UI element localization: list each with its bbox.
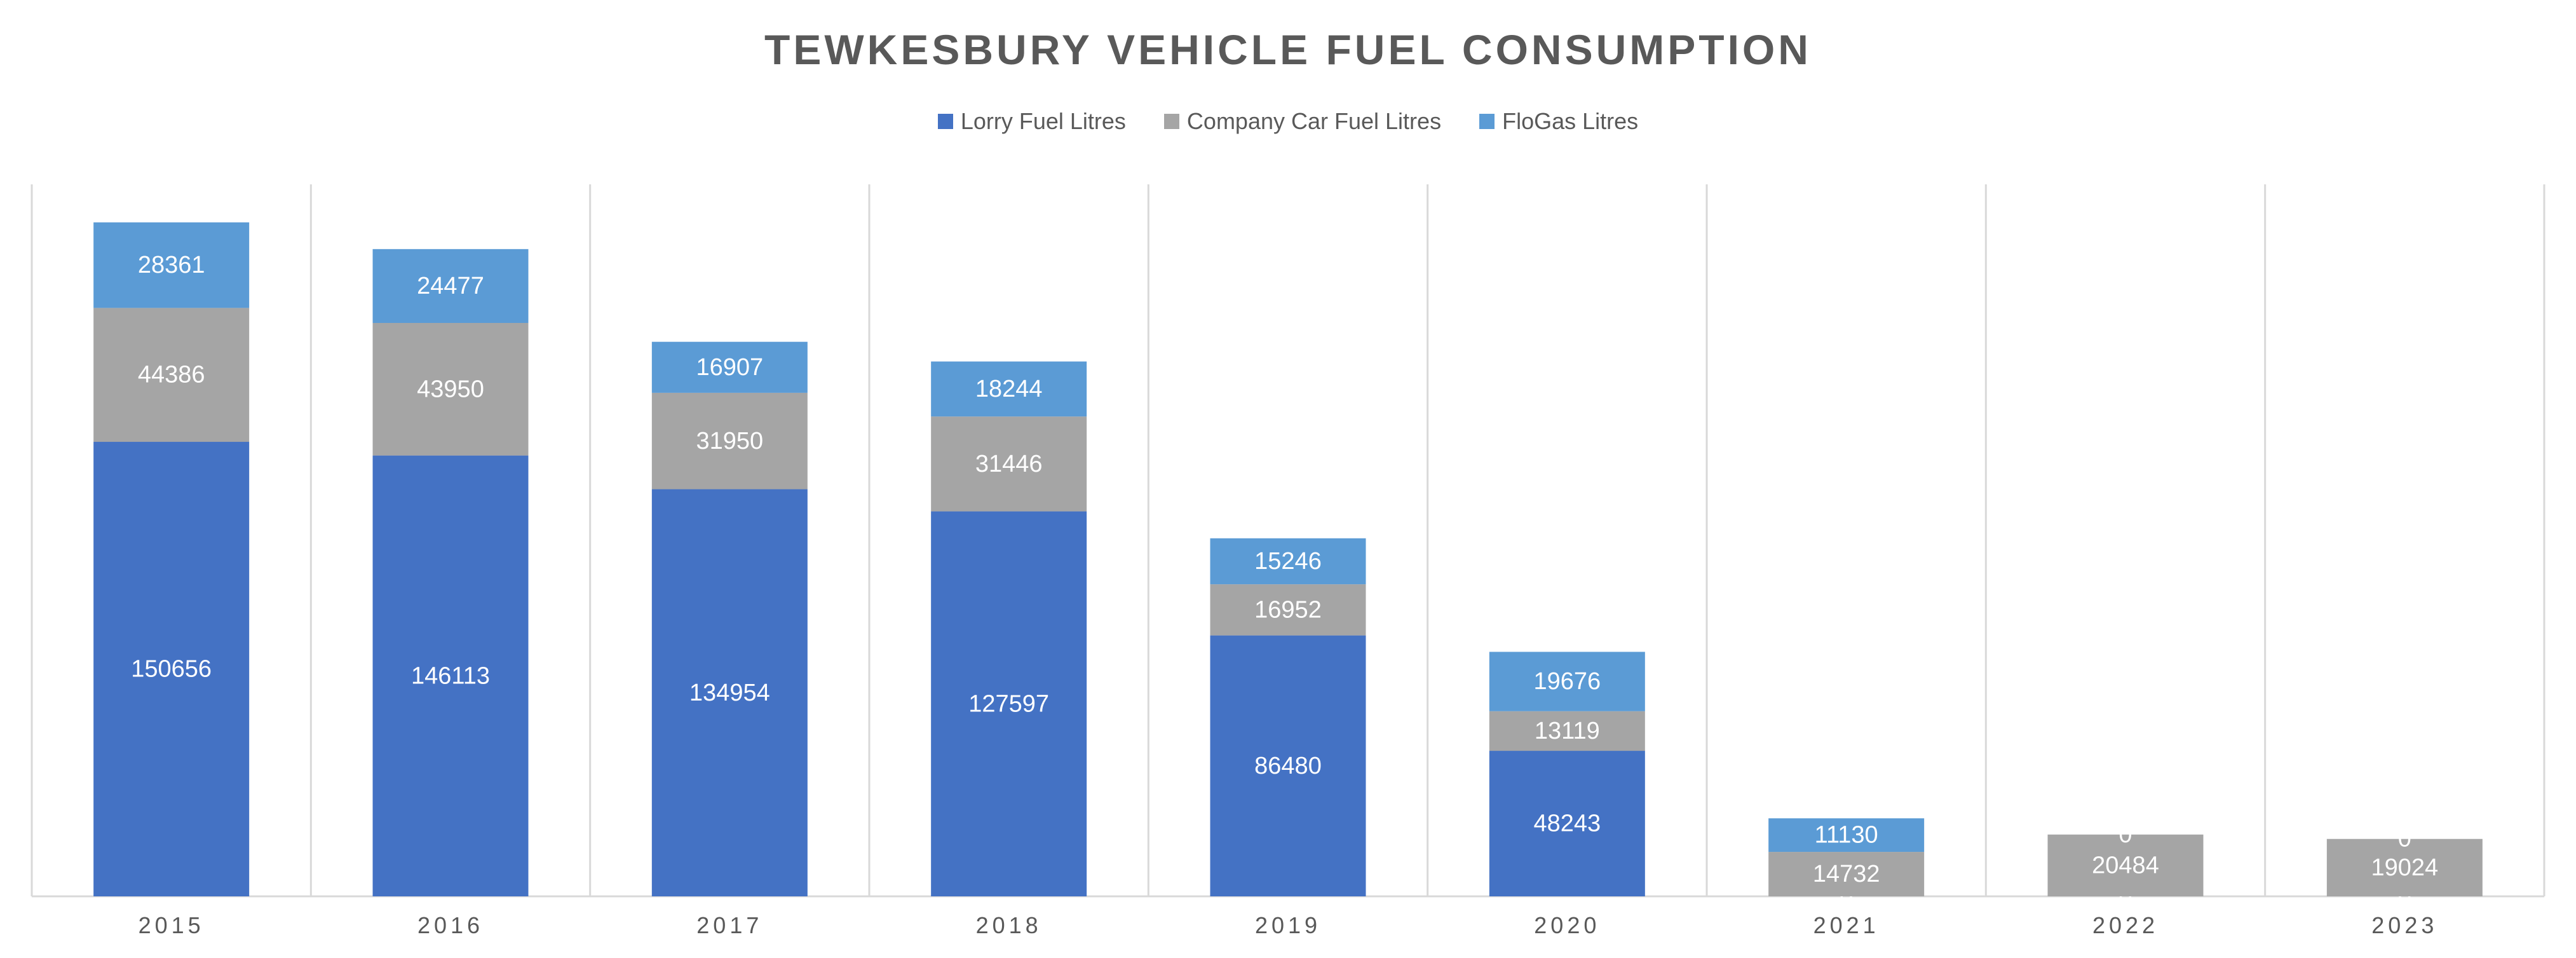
legend-swatch-flogas: [1479, 114, 1495, 129]
bar-flogas-litres-2020: [1489, 652, 1645, 711]
data-label-flogas-litres-2020: 19676: [1533, 668, 1601, 695]
legend-swatch-company-car: [1163, 114, 1179, 129]
bar-flogas-litres-2021: [1768, 818, 1925, 852]
data-label-company-car-fuel-litres-2018: 31446: [975, 451, 1043, 477]
bar-lorry-fuel-litres-2015: [93, 442, 250, 896]
x-tick-2018: 2018: [976, 912, 1042, 938]
legend-swatch-lorry: [937, 114, 953, 129]
chart-title: TEWKESBURY VEHICLE FUEL CONSUMPTION: [764, 26, 1812, 73]
bar-lorry-fuel-litres-2020: [1489, 751, 1645, 896]
data-label-flogas-litres-2019: 15246: [1254, 548, 1322, 575]
bar-company-car-fuel-litres-2015: [93, 308, 250, 442]
data-label-company-car-fuel-litres-2017: 31950: [696, 428, 763, 455]
data-label-company-car-fuel-litres-2015: 44386: [138, 362, 205, 388]
bar-company-car-fuel-litres-2018: [931, 416, 1087, 512]
bar-company-car-fuel-litres-2023: [2326, 838, 2483, 896]
data-label-lorry-fuel-litres-2019: 86480: [1254, 753, 1322, 779]
data-label-lorry-fuel-litres-2016: 146113: [411, 662, 490, 689]
x-tick-2020: 2020: [1534, 912, 1600, 938]
data-label-flogas-litres-2021: 11130: [1815, 822, 1878, 849]
bar-lorry-fuel-litres-2016: [372, 455, 529, 896]
bar-lorry-fuel-litres-2019: [1210, 635, 1366, 896]
data-label-company-car-fuel-litres-2020: 13119: [1535, 718, 1600, 744]
data-label-company-car-fuel-litres-2016: 43950: [417, 376, 484, 402]
x-tick-2015: 2015: [139, 912, 205, 938]
legend-item-company-car: Company Car Fuel Litres: [1163, 108, 1442, 135]
x-tick-2023: 2023: [2371, 912, 2437, 938]
data-label-lorry-fuel-litres-2018: 127597: [968, 690, 1049, 717]
data-label-company-car-fuel-litres-2019: 16952: [1254, 596, 1322, 623]
bar-lorry-fuel-litres-2018: [931, 511, 1087, 896]
bar-flogas-litres-2016: [372, 249, 529, 324]
x-tick-2016: 2016: [417, 912, 484, 938]
data-label-flogas-litres-2016: 24477: [417, 273, 484, 299]
bar-company-car-fuel-litres-2017: [651, 392, 808, 489]
x-tick-2019: 2019: [1255, 912, 1321, 938]
x-tick-2022: 2022: [2092, 912, 2159, 938]
legend-item-flogas: FloGas Litres: [1479, 108, 1638, 135]
bar-flogas-litres-2018: [931, 361, 1087, 417]
data-label-flogas-litres-2022: 0: [2118, 821, 2132, 848]
data-label-company-car-fuel-litres-2021: 14732: [1813, 861, 1880, 887]
bar-flogas-litres-2017: [651, 341, 808, 393]
data-label-flogas-litres-2017: 16907: [696, 354, 763, 381]
bar-lorry-fuel-litres-2017: [651, 489, 808, 896]
legend-label-company-car: Company Car Fuel Litres: [1186, 108, 1442, 134]
data-label-flogas-litres-2023: 0: [2398, 826, 2411, 852]
data-label-company-car-fuel-litres-2023: 19024: [2371, 854, 2438, 881]
bar-flogas-litres-2019: [1210, 538, 1366, 585]
bar-company-car-fuel-litres-2022: [2047, 834, 2204, 896]
data-label-flogas-litres-2015: 28361: [138, 252, 205, 278]
x-tick-2021: 2021: [1813, 912, 1880, 938]
data-label-lorry-fuel-litres-2017: 134954: [689, 680, 770, 706]
data-label-lorry-fuel-litres-2020: 48243: [1533, 811, 1601, 837]
bar-company-car-fuel-litres-2021: [1768, 852, 1925, 896]
bar-company-car-fuel-litres-2019: [1210, 584, 1366, 636]
data-label-flogas-litres-2018: 18244: [975, 376, 1043, 402]
bar-company-car-fuel-litres-2020: [1489, 711, 1645, 751]
legend-label-flogas: FloGas Litres: [1502, 108, 1639, 134]
x-tick-2017: 2017: [696, 912, 763, 938]
data-label-company-car-fuel-litres-2022: 20484: [2092, 852, 2159, 879]
bar-company-car-fuel-litres-2016: [372, 323, 529, 456]
legend: Lorry Fuel Litres Company Car Fuel Litre…: [0, 108, 2576, 135]
legend-label-lorry: Lorry Fuel Litres: [960, 108, 1126, 134]
legend-item-lorry: Lorry Fuel Litres: [937, 108, 1126, 135]
bar-flogas-litres-2015: [93, 222, 250, 308]
data-label-lorry-fuel-litres-2015: 150656: [131, 656, 212, 683]
